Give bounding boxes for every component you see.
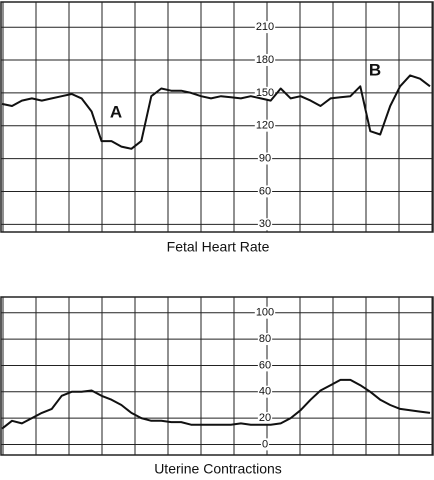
annotation: A: [110, 102, 122, 121]
tick-label-bg: [260, 438, 270, 451]
tick-label-bg: [254, 86, 276, 99]
chart-title: Fetal Heart Rate: [167, 239, 270, 255]
annotation: B: [369, 60, 381, 79]
tick-label-bg: [254, 53, 276, 66]
plot-frame: [0, 296, 434, 456]
plot-frame: [0, 1, 434, 233]
y-tick-label: 90: [259, 153, 271, 165]
tick-label-bg: [257, 385, 273, 398]
y-tick-label: 100: [256, 307, 274, 319]
tick-label-bg: [254, 306, 276, 319]
y-tick-label: 120: [256, 120, 274, 132]
chart-title: Uterine Contractions: [154, 461, 282, 477]
y-tick-label: 60: [259, 359, 271, 371]
y-tick-label: 180: [256, 54, 274, 66]
tick-label-bg: [257, 218, 273, 231]
y-tick-label: 210: [256, 21, 274, 33]
tick-label-bg: [257, 412, 273, 425]
tick-label-bg: [257, 359, 273, 372]
tick-label-bg: [257, 152, 273, 165]
y-tick-label: 0: [262, 438, 268, 450]
trace: [1, 378, 431, 430]
y-tick-label: 150: [256, 87, 274, 99]
y-tick-label: 80: [259, 333, 271, 345]
tick-label-bg: [257, 333, 273, 346]
y-tick-label: 30: [259, 218, 271, 230]
y-tick-label: 60: [259, 185, 271, 197]
y-tick-label: 20: [259, 412, 271, 424]
trace: [1, 74, 431, 150]
tick-label-bg: [254, 119, 276, 132]
y-tick-label: 40: [259, 386, 271, 398]
tick-label-bg: [254, 21, 276, 34]
tick-label-bg: [257, 185, 273, 198]
